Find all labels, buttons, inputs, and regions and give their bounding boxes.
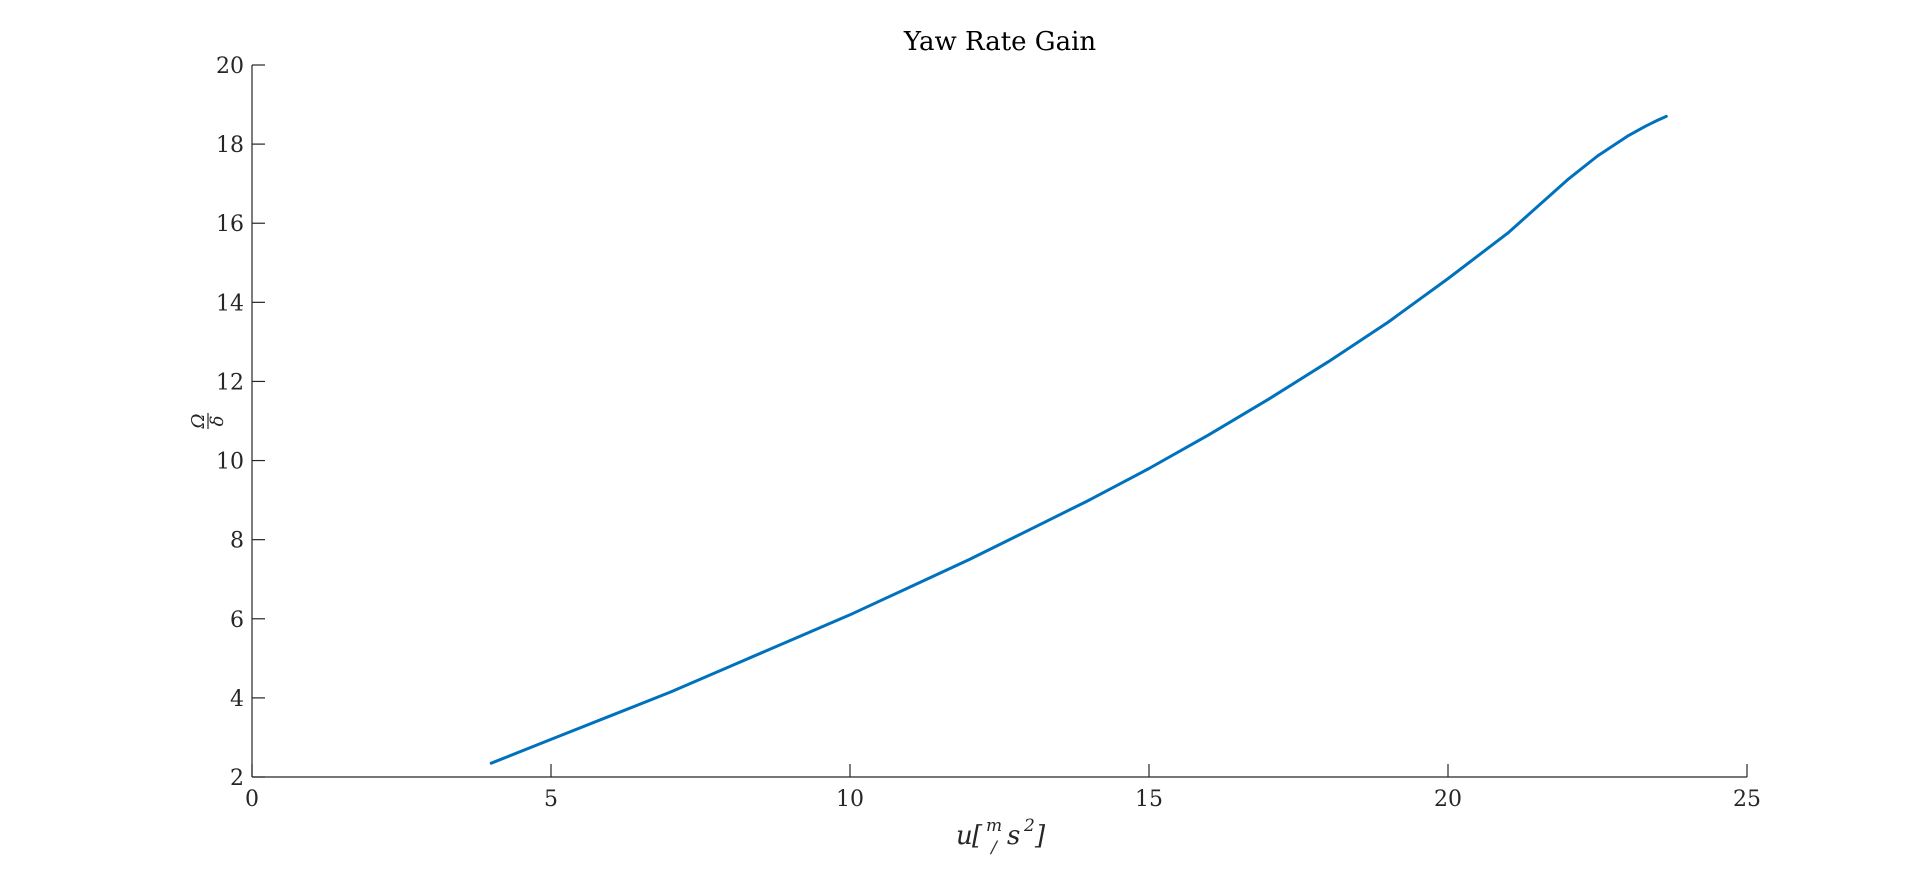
y-tick-label: 18 (216, 133, 244, 158)
y-tick-label: 8 (230, 529, 244, 554)
y-axis-label: Ω δ (188, 413, 228, 429)
y-tick-label: 6 (230, 608, 244, 633)
x-tick-label: 0 (245, 787, 259, 812)
y-tick-label: 4 (230, 687, 244, 712)
axes (251, 65, 1747, 778)
x-ticks: 0 5 10 15 20 25 (245, 764, 1761, 812)
x-label-var: u (956, 821, 973, 851)
x-label-exponent: 2 (1023, 816, 1035, 836)
x-tick-label: 20 (1434, 787, 1462, 812)
y-tick-label: 20 (216, 54, 244, 79)
x-axis-label: u [ m / s 2 ] (956, 816, 1046, 858)
x-tick-label: 10 (836, 787, 864, 812)
y-label-denominator: δ (207, 416, 228, 427)
x-label-open-bracket: [ (972, 821, 983, 851)
y-tick-label: 2 (230, 766, 244, 791)
x-label-numerator: m (986, 816, 1002, 836)
y-ticks: 2 4 6 8 10 12 14 16 18 20 (216, 54, 265, 791)
x-label-slash: / (989, 838, 999, 858)
x-tick-label: 25 (1733, 787, 1761, 812)
x-tick-label: 15 (1135, 787, 1163, 812)
x-label-close-bracket: ] (1034, 821, 1046, 851)
chart-title: Yaw Rate Gain (903, 27, 1097, 57)
y-tick-label: 16 (216, 212, 244, 237)
x-label-unit: s (1007, 821, 1020, 851)
series-layer (489, 114, 1668, 765)
y-label-numerator: Ω (188, 413, 209, 429)
y-tick-label: 12 (216, 370, 244, 395)
x-tick-label: 5 (544, 787, 558, 812)
y-tick-label: 14 (216, 291, 244, 316)
y-tick-label: 10 (216, 450, 244, 475)
series-line (489, 114, 1668, 765)
